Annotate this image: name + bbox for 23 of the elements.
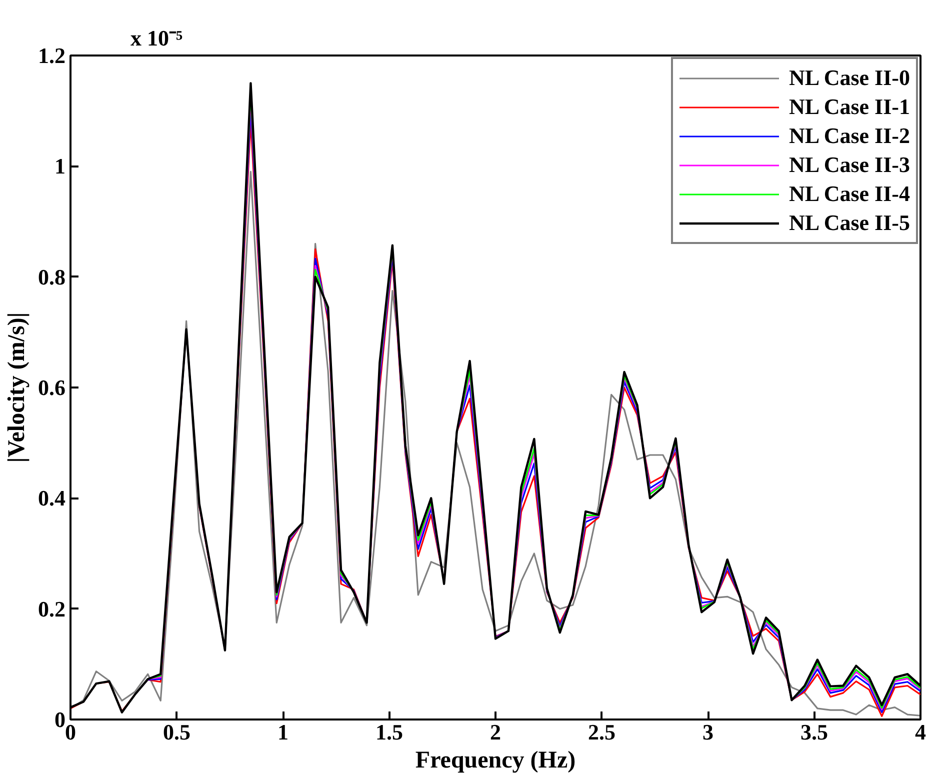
x-tick-label: 3: [702, 720, 714, 744]
y-tick-label: 0.4: [38, 486, 66, 511]
y-tick-label: 0.2: [38, 596, 66, 622]
x-tick-label: 2.5: [588, 720, 616, 744]
text: x 10⁻⁵: [130, 26, 183, 50]
x-tick-label: 2: [490, 720, 501, 744]
legend-label: NL Case II-1: [788, 94, 910, 120]
x-tick-label: 1: [278, 720, 288, 744]
x-tick-label: 0.5: [163, 720, 190, 744]
y-tick-label: 0.6: [38, 375, 66, 400]
legend-label: NL Case II-5: [788, 210, 910, 236]
legend-label: NL Case II-4: [788, 181, 910, 207]
y-tick-label: 0.8: [38, 264, 66, 290]
y-tick-label: 1: [54, 154, 66, 179]
legend-label: NL Case II-3: [788, 152, 910, 178]
legend-label: NL Case II-0: [788, 65, 910, 91]
x-tick-label: 4: [915, 720, 926, 744]
x-tick-label: 3.5: [800, 720, 828, 744]
x-axis-title: Frequency (Hz): [415, 748, 576, 774]
x-tick-label: 1.5: [376, 720, 403, 744]
y-axis-title: |Velocity (m/s)|: [4, 312, 30, 463]
y-tick-label: 1.2: [38, 43, 66, 68]
legend-label: NL Case II-2: [788, 123, 910, 149]
